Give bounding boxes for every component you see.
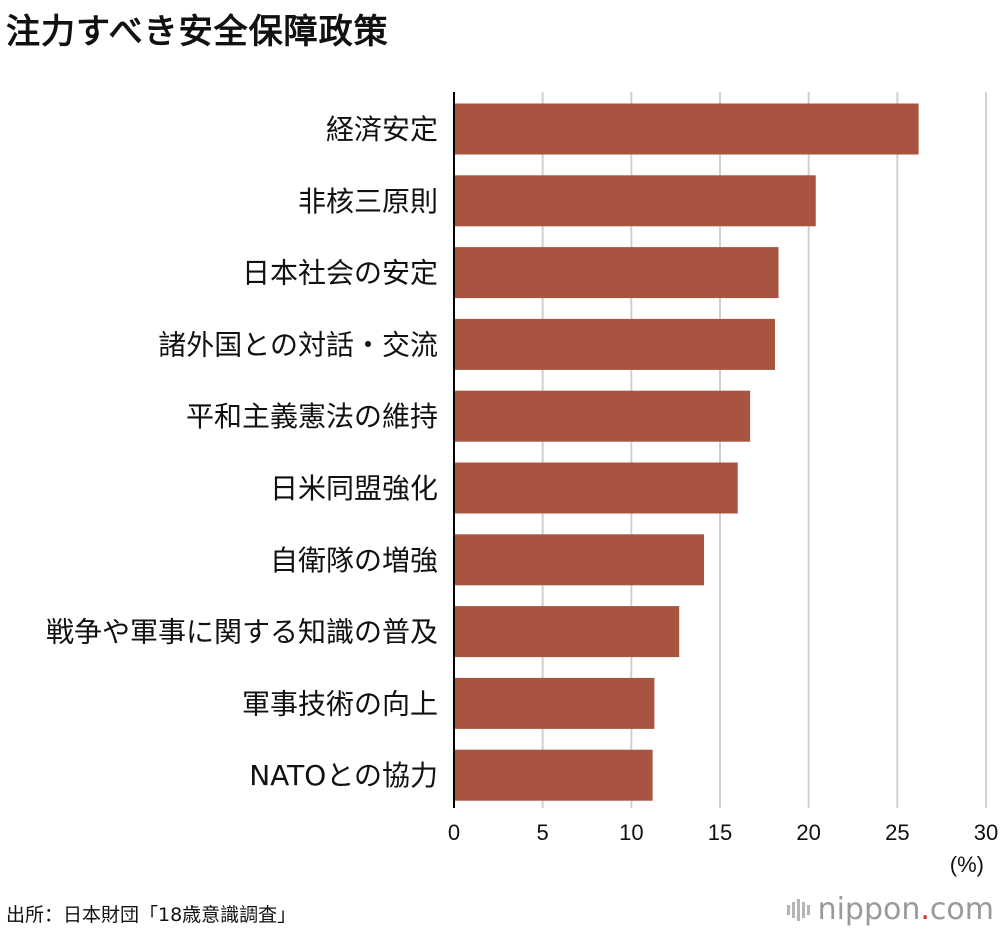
bar — [454, 534, 705, 586]
bar — [454, 677, 655, 729]
logo-mark-icon — [786, 898, 810, 921]
x-tick-label: 20 — [796, 820, 820, 845]
logo-name: nippon — [817, 892, 921, 927]
bar — [454, 462, 738, 514]
category-label: 日本社会の安定 — [242, 257, 438, 290]
x-tick-label: 10 — [619, 820, 643, 845]
x-tick-label: 15 — [708, 820, 732, 845]
category-label: 経済安定 — [326, 113, 438, 146]
x-tick-label: 25 — [885, 820, 909, 845]
bar — [454, 247, 779, 299]
bar — [454, 175, 816, 227]
category-label: 日米同盟強化 — [270, 472, 438, 505]
bar-chart: 経済安定非核三原則日本社会の安定諸外国との対話・交流平和主義憲法の維持日米同盟強… — [46, 92, 998, 877]
category-label: 非核三原則 — [298, 185, 438, 218]
chart-title: 注力すべき安全保障政策 — [6, 12, 389, 52]
category-label: 諸外国との対話・交流 — [158, 328, 438, 361]
bar — [454, 103, 919, 155]
bar — [454, 318, 775, 370]
x-tick-label: 5 — [537, 820, 549, 845]
bar — [454, 749, 653, 801]
unit-label: (%) — [950, 852, 984, 877]
bar — [454, 606, 680, 658]
category-label: 軍事技術の向上 — [242, 687, 438, 720]
logo-dot: . — [920, 892, 930, 927]
logo-tld: com — [929, 892, 994, 927]
category-label: NATOとの協力 — [249, 759, 438, 792]
category-label: 戦争や軍事に関する知識の普及 — [46, 616, 438, 649]
bar — [454, 390, 751, 442]
nippon-logo: nippon. com — [786, 892, 994, 927]
category-label: 平和主義憲法の維持 — [186, 400, 438, 433]
category-label: 自衛隊の増強 — [270, 544, 438, 577]
source-note: 出所：日本財団「18歳意識調査」 — [6, 904, 297, 926]
x-tick-label: 30 — [974, 820, 998, 845]
x-tick-label: 0 — [448, 820, 460, 845]
